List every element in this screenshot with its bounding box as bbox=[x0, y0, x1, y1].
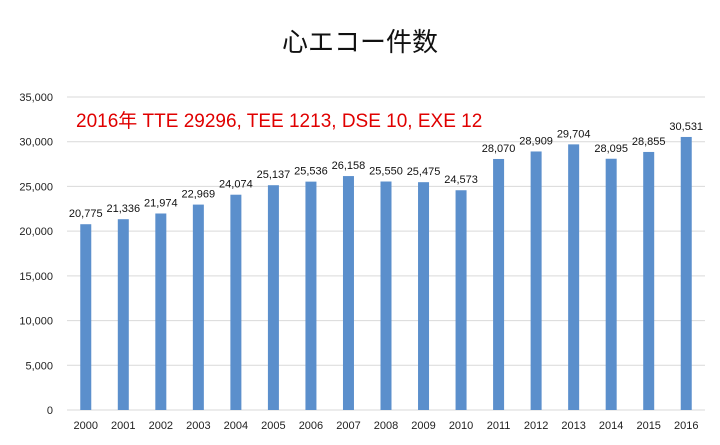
bar-2008 bbox=[380, 181, 392, 410]
bar-2011 bbox=[493, 158, 505, 410]
data-label: 28,855 bbox=[632, 136, 666, 148]
y-axis-tick-labels: 0 5,000 10,000 15,000 20,000 25,000 30,000 35,0… bbox=[19, 92, 53, 417]
y-tick-label: 25,000 bbox=[19, 181, 53, 193]
data-label: 22,969 bbox=[182, 189, 216, 201]
bars bbox=[80, 136, 692, 410]
chart-annotation: 2016年 TTE 29296, TEE 1213, DSE 10, EXE 1… bbox=[76, 111, 483, 132]
y-tick-label: 15,000 bbox=[19, 271, 53, 283]
data-label: 28,070 bbox=[482, 143, 516, 155]
bar-2014 bbox=[605, 158, 617, 410]
bar-2016 bbox=[680, 136, 692, 410]
y-tick-label: 10,000 bbox=[19, 316, 53, 328]
bar-2000 bbox=[80, 224, 92, 410]
bar-2015 bbox=[643, 151, 655, 410]
data-label: 21,974 bbox=[144, 197, 178, 209]
data-label: 25,475 bbox=[407, 166, 441, 178]
bar-2009 bbox=[418, 182, 430, 410]
x-tick-label: 2015 bbox=[636, 420, 660, 432]
x-tick-label: 2002 bbox=[149, 420, 173, 432]
x-tick-label: 2010 bbox=[449, 420, 473, 432]
data-label: 24,074 bbox=[219, 179, 253, 191]
data-label: 20,775 bbox=[69, 208, 103, 220]
x-tick-label: 2008 bbox=[374, 420, 398, 432]
bar-2003 bbox=[192, 204, 204, 410]
x-tick-label: 2013 bbox=[561, 420, 585, 432]
data-label: 30,531 bbox=[669, 121, 703, 133]
bar-2007 bbox=[342, 176, 354, 410]
y-tick-label: 20,000 bbox=[19, 226, 53, 238]
y-tick-label: 5,000 bbox=[25, 360, 53, 372]
chart-title: 心エコー件数 bbox=[281, 28, 438, 58]
x-tick-label: 2009 bbox=[411, 420, 435, 432]
data-label: 28,095 bbox=[594, 143, 628, 155]
y-tick-label: 0 bbox=[47, 405, 53, 417]
data-label: 24,573 bbox=[444, 174, 478, 186]
x-tick-label: 2016 bbox=[674, 420, 698, 432]
data-label: 28,909 bbox=[519, 135, 553, 147]
x-tick-label: 2000 bbox=[74, 420, 98, 432]
x-tick-label: 2006 bbox=[299, 420, 323, 432]
x-tick-label: 2007 bbox=[336, 420, 360, 432]
y-tick-label: 30,000 bbox=[19, 137, 53, 149]
bar-2013 bbox=[568, 144, 580, 410]
data-label: 21,336 bbox=[106, 203, 140, 215]
data-label: 25,137 bbox=[257, 169, 291, 181]
bar-2001 bbox=[117, 219, 129, 410]
x-tick-label: 2004 bbox=[224, 420, 248, 432]
y-tick-label: 35,000 bbox=[19, 92, 53, 104]
bar-2002 bbox=[155, 213, 167, 410]
bar-2006 bbox=[305, 181, 317, 410]
data-label: 25,550 bbox=[369, 166, 403, 178]
x-tick-label: 2005 bbox=[261, 420, 285, 432]
data-label: 26,158 bbox=[332, 160, 366, 172]
x-tick-label: 2014 bbox=[599, 420, 623, 432]
x-tick-label: 2001 bbox=[111, 420, 135, 432]
x-axis-tick-labels: 2000 2001 2002 2003 2004 2005 2006 2007 2008 2009… bbox=[74, 420, 699, 432]
bar-2012 bbox=[530, 151, 542, 410]
bar-2004 bbox=[230, 194, 242, 410]
bar-2010 bbox=[455, 190, 467, 410]
x-tick-label: 2011 bbox=[487, 420, 511, 432]
x-tick-label: 2012 bbox=[524, 420, 548, 432]
data-label: 29,704 bbox=[557, 128, 591, 140]
data-label: 25,536 bbox=[294, 166, 328, 178]
bar-2005 bbox=[267, 185, 279, 410]
x-tick-label: 2003 bbox=[186, 420, 210, 432]
